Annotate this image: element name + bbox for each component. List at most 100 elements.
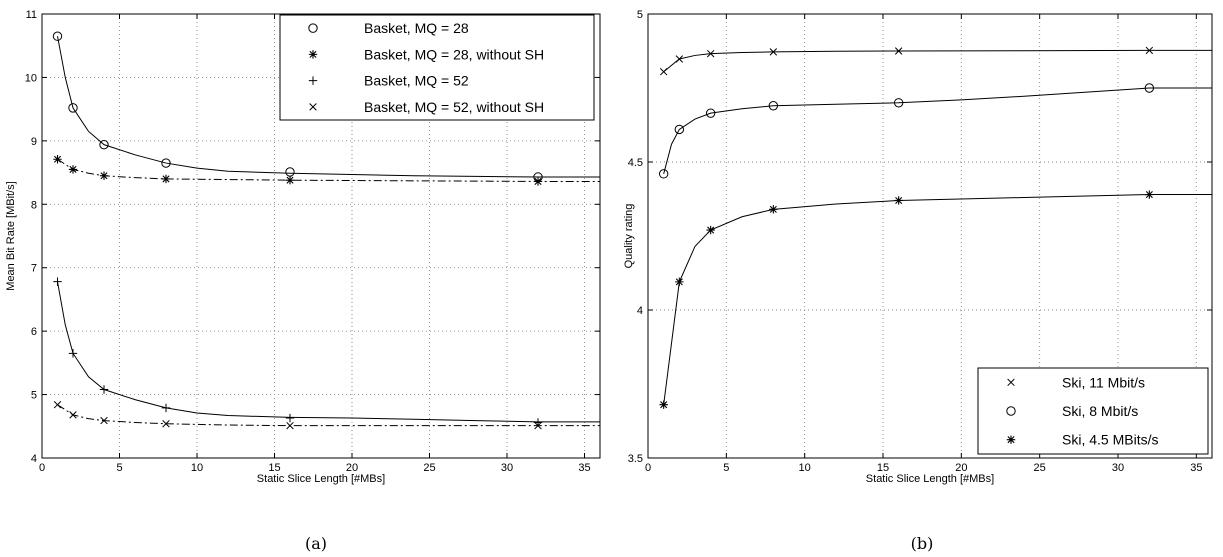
x-tick-label: 35: [1190, 462, 1202, 474]
series-line-1: [57, 158, 600, 182]
data-point-x: [53, 401, 62, 409]
x-axis-label: Static Slice Length [#MBs]: [257, 473, 385, 485]
data-point-circle: [658, 169, 669, 179]
data-point-circle: [285, 167, 295, 177]
x-tick-label: 30: [1112, 462, 1124, 474]
legend-entry: Basket, MQ = 28, without SH: [364, 46, 544, 62]
legend-marker-plus: [308, 76, 318, 85]
data-point-circle: [161, 158, 171, 168]
data-point-circle: [768, 101, 779, 111]
x-tick-label: 15: [268, 462, 280, 474]
series-line-3: [57, 404, 600, 427]
data-point-x: [286, 421, 294, 430]
legend-entry: Ski, 8 Mbit/s: [1062, 403, 1138, 419]
legend-marker-x: [1007, 378, 1015, 387]
data-point-star: [68, 165, 78, 174]
y-tick-label: 9: [31, 136, 37, 148]
data-point-circle: [52, 31, 63, 41]
x-tick-label: 5: [116, 462, 122, 474]
legend-box: [977, 367, 1209, 455]
series-line-1: [663, 87, 1212, 174]
series-line-2: [57, 281, 600, 423]
y-tick-label: 5: [637, 9, 643, 21]
data-point-star: [99, 171, 109, 180]
data-point-x: [69, 411, 77, 419]
data-point-x: [534, 421, 542, 430]
y-tick-label: 7: [31, 263, 37, 275]
data-point-plus: [161, 403, 171, 413]
data-point-star: [894, 196, 903, 205]
data-point-star: [53, 155, 62, 164]
legend-entry: Ski, 4.5 MBits/s: [1062, 432, 1158, 448]
y-tick-label: 4: [31, 453, 37, 465]
x-tick-label: 25: [423, 462, 435, 474]
data-point-plus: [68, 349, 78, 358]
series-line-0: [663, 49, 1212, 73]
y-tick-label: 4: [637, 305, 643, 317]
legend-marker-circle: [308, 23, 318, 33]
legend-marker-x: [309, 103, 317, 111]
data-point-x: [100, 416, 108, 425]
x-tick-label: 15: [877, 462, 889, 474]
data-point-circle: [674, 124, 685, 135]
x-tick-label: 5: [723, 462, 729, 474]
legend-marker-star: [308, 50, 318, 59]
x-tick-label: 30: [501, 462, 513, 474]
data-point-plus: [53, 277, 62, 286]
data-point-plus: [285, 413, 295, 423]
x-tick-label: 20: [346, 462, 358, 474]
data-point-x: [1145, 46, 1154, 55]
plot-frame: [647, 13, 1213, 459]
legend-box: [279, 14, 595, 121]
data-point-star: [533, 177, 543, 186]
data-point-circle: [893, 98, 904, 108]
data-point-star: [285, 175, 295, 185]
data-point-star: [161, 174, 171, 184]
data-point-x: [769, 48, 778, 56]
data-point-x: [162, 420, 170, 428]
data-point-circle: [1144, 83, 1155, 93]
data-point-x: [659, 68, 668, 76]
data-point-star: [1145, 190, 1154, 199]
legend-marker-star: [1006, 435, 1016, 444]
y-tick-label: 4.5: [628, 157, 643, 169]
y-tick-label: 8: [31, 199, 37, 211]
x-tick-label: 10: [191, 462, 203, 474]
x-tick-label: 20: [955, 462, 967, 474]
plot-frame: [41, 13, 601, 459]
y-tick-label: 6: [31, 326, 37, 338]
x-tick-label: 0: [645, 462, 651, 474]
data-point-star: [659, 400, 668, 409]
data-point-star: [706, 225, 715, 235]
legend-entry: Ski, 11 Mbit/s: [1062, 374, 1145, 390]
chart-a: 0 5 10 15 20 25 30 35 4 5 6 7 8 9 10 11 Static Slice Len…: [5, 9, 601, 553]
y-axis-label: Quality rating: [623, 204, 635, 269]
data-point-x: [894, 47, 903, 55]
data-point-x: [706, 49, 715, 58]
figure-caption: (a): [305, 534, 327, 553]
legend-entry: Basket, MQ = 52: [364, 73, 469, 89]
y-tick-label: 3.5: [628, 453, 643, 465]
x-tick-label: 35: [578, 462, 590, 474]
x-axis-label: Static Slice Length [#MBs]: [866, 473, 994, 485]
data-point-star: [769, 205, 778, 214]
legend-entry: Basket, MQ = 28: [364, 20, 469, 36]
data-point-circle: [705, 108, 716, 118]
data-point-circle: [99, 139, 109, 150]
y-tick-label: 11: [26, 9, 37, 21]
data-point-star: [675, 277, 684, 287]
figure-caption: (b): [911, 534, 934, 553]
data-point-circle: [68, 103, 78, 113]
chart-b: 0 5 10 15 20 25 30 35 3.5 4 4.5 5 Static Slice Lengt…: [623, 9, 1213, 553]
x-tick-label: 0: [39, 462, 45, 474]
legend-marker-circle: [1006, 406, 1016, 416]
y-axis-label: Mean Bit Rate [MBit/s]: [5, 181, 17, 290]
series-line-0: [57, 36, 600, 178]
data-point-x: [675, 55, 684, 63]
y-tick-label: 5: [31, 390, 37, 402]
y-tick-label: 10: [25, 72, 37, 84]
data-point-plus: [99, 385, 109, 394]
x-tick-label: 25: [1034, 462, 1046, 474]
legend-entry: Basket, MQ = 52, without SH: [364, 99, 544, 115]
